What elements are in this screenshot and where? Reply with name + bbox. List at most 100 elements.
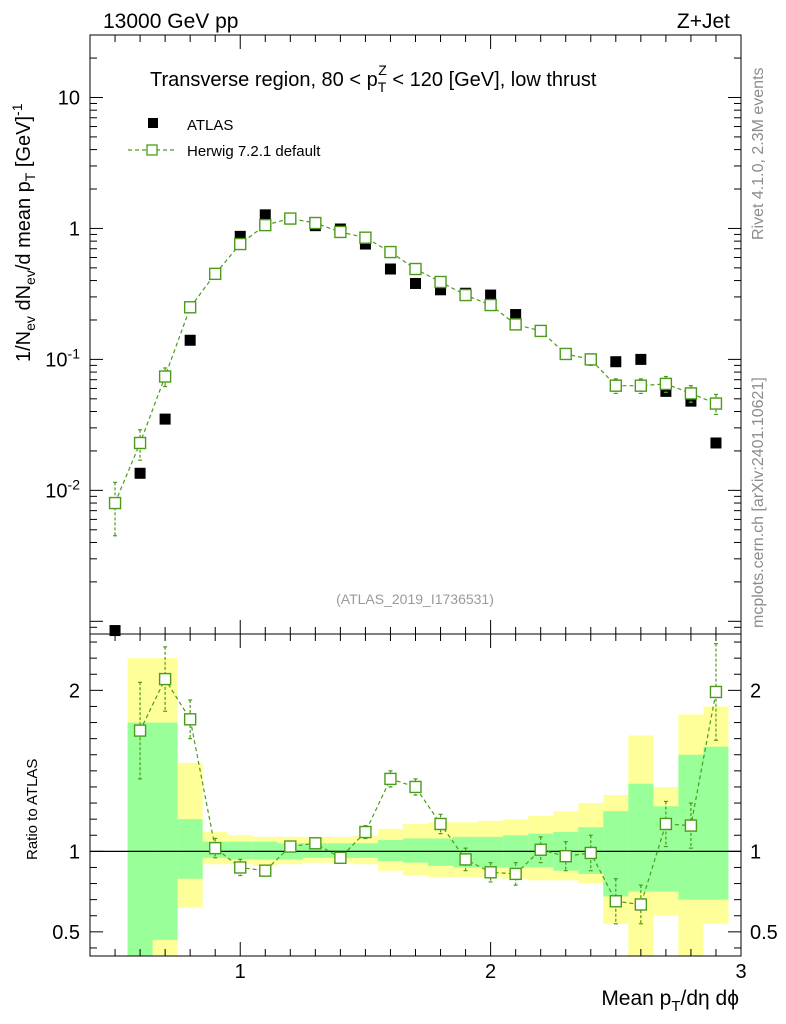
ratio-point xyxy=(559,849,572,863)
ratio-band-green xyxy=(703,746,729,900)
watermark: (ATLAS_2019_I1736531) xyxy=(336,591,494,607)
herwig-point xyxy=(609,379,623,392)
ratio-point xyxy=(584,846,597,860)
herwig-point xyxy=(484,298,497,312)
mcplots-label: mcplots.cern.ch [arXiv:2401.10621] xyxy=(750,377,767,628)
herwig-point xyxy=(584,353,597,366)
rivet-label: Rivet 4.1.0, 2.3M events xyxy=(750,67,767,240)
legend-atlas-label: ATLAS xyxy=(187,117,233,134)
y-tick-label: 1 xyxy=(69,218,80,240)
legend: ATLAS Herwig 7.2.1 default xyxy=(128,117,321,160)
herwig-point xyxy=(334,225,347,239)
ratio-point xyxy=(259,864,272,877)
herwig-point xyxy=(309,216,322,230)
atlas-point xyxy=(184,334,196,346)
herwig-line xyxy=(114,217,717,504)
atlas-point xyxy=(234,230,246,242)
legend-herwig-label: Herwig 7.2.1 default xyxy=(187,143,321,160)
ratio-point xyxy=(709,685,723,699)
herwig-point xyxy=(559,347,572,361)
ratio-band-green xyxy=(252,841,278,860)
ratio-point xyxy=(434,817,447,831)
ratio-point xyxy=(459,853,472,866)
legend-herwig-marker xyxy=(146,144,158,156)
ratio-point xyxy=(634,898,648,911)
ratio-y-tick-label-right: 2 xyxy=(750,680,761,702)
ratio-panel: 0.5 0.5 1 1 2 2 1 2 3 Ratio to ATLAS xyxy=(24,633,778,983)
ratio-band-green xyxy=(603,811,629,897)
atlas-point xyxy=(134,467,146,479)
atlas-point xyxy=(435,284,447,296)
ratio-y-tick-label: 1 xyxy=(69,841,80,863)
atlas-point xyxy=(485,289,497,301)
ratio-point xyxy=(609,895,623,908)
ratio-y-tick-label-right: 1 xyxy=(750,841,761,863)
ratio-point xyxy=(684,819,698,832)
atlas-point xyxy=(610,356,622,368)
herwig-point xyxy=(208,267,222,281)
ratio-point xyxy=(509,867,522,881)
herwig-point xyxy=(409,262,422,276)
herwig-point xyxy=(108,496,122,510)
ratio-point xyxy=(234,861,247,874)
herwig-point xyxy=(709,397,723,410)
herwig-point xyxy=(509,318,522,331)
atlas-point xyxy=(159,413,171,425)
x-axis-label: Mean pT/dη dϕ xyxy=(601,987,739,1015)
y-axis-label: 1/Nev dNev/d mean pT [GeV]-1 xyxy=(9,103,38,362)
herwig-point xyxy=(459,288,472,302)
atlas-point xyxy=(510,309,522,321)
herwig-point xyxy=(284,212,297,225)
y-tick-label: 10 xyxy=(58,87,80,109)
herwig-point xyxy=(659,377,673,391)
main-panel: 10-2 10-1 1 10 Transverse region, 80 < pTZ … xyxy=(9,34,742,637)
ratio-point xyxy=(208,841,222,855)
ratio-point xyxy=(484,866,497,879)
ratio-band-green xyxy=(227,841,253,860)
ratio-y-tick-label: 2 xyxy=(69,680,80,702)
energy-label: 13000 GeV pp xyxy=(103,10,238,33)
atlas-point xyxy=(710,437,722,449)
herwig-point xyxy=(133,436,147,450)
ratio-band-green xyxy=(377,840,403,862)
ratio-point xyxy=(359,825,372,839)
legend-atlas-marker xyxy=(148,118,158,128)
ratio-point xyxy=(409,780,422,794)
ratio-point xyxy=(534,843,547,856)
atlas-point xyxy=(660,385,672,397)
ratio-band-green xyxy=(127,722,153,956)
ratio-band-green xyxy=(177,819,203,879)
herwig-point xyxy=(384,245,397,259)
atlas-point xyxy=(259,209,271,221)
herwig-point xyxy=(359,231,372,244)
ratio-point xyxy=(334,851,347,864)
herwig-point xyxy=(234,237,247,251)
ratio-point xyxy=(659,817,673,831)
herwig-point xyxy=(684,387,698,400)
ratio-band-green xyxy=(402,838,429,863)
ratio-point xyxy=(309,837,322,850)
ratio-point xyxy=(284,840,297,853)
atlas-point xyxy=(359,238,371,250)
herwig-point xyxy=(183,301,197,314)
ratio-point xyxy=(133,724,147,737)
ratio-y-tick-label: 0.5 xyxy=(52,922,80,944)
process-label: Z+Jet xyxy=(677,10,730,33)
herwig-point xyxy=(434,275,447,289)
ratio-band-green xyxy=(352,843,378,858)
herwig-point xyxy=(634,379,648,392)
herwig-point xyxy=(259,218,272,232)
y-tick-label: 10-1 xyxy=(45,345,80,371)
ratio-band-green xyxy=(628,783,654,892)
atlas-point xyxy=(635,353,647,365)
ratio-y-label: Ratio to ATLAS xyxy=(24,759,41,860)
ratio-y-tick-label-right: 0.5 xyxy=(750,922,778,944)
x-tick-label: 3 xyxy=(735,961,746,983)
x-tick-label: 2 xyxy=(485,961,496,983)
ratio-point xyxy=(183,713,197,726)
ratio-band-green xyxy=(152,722,178,940)
atlas-point xyxy=(384,263,396,275)
ratio-band-green xyxy=(428,838,454,866)
atlas-point xyxy=(410,277,421,289)
